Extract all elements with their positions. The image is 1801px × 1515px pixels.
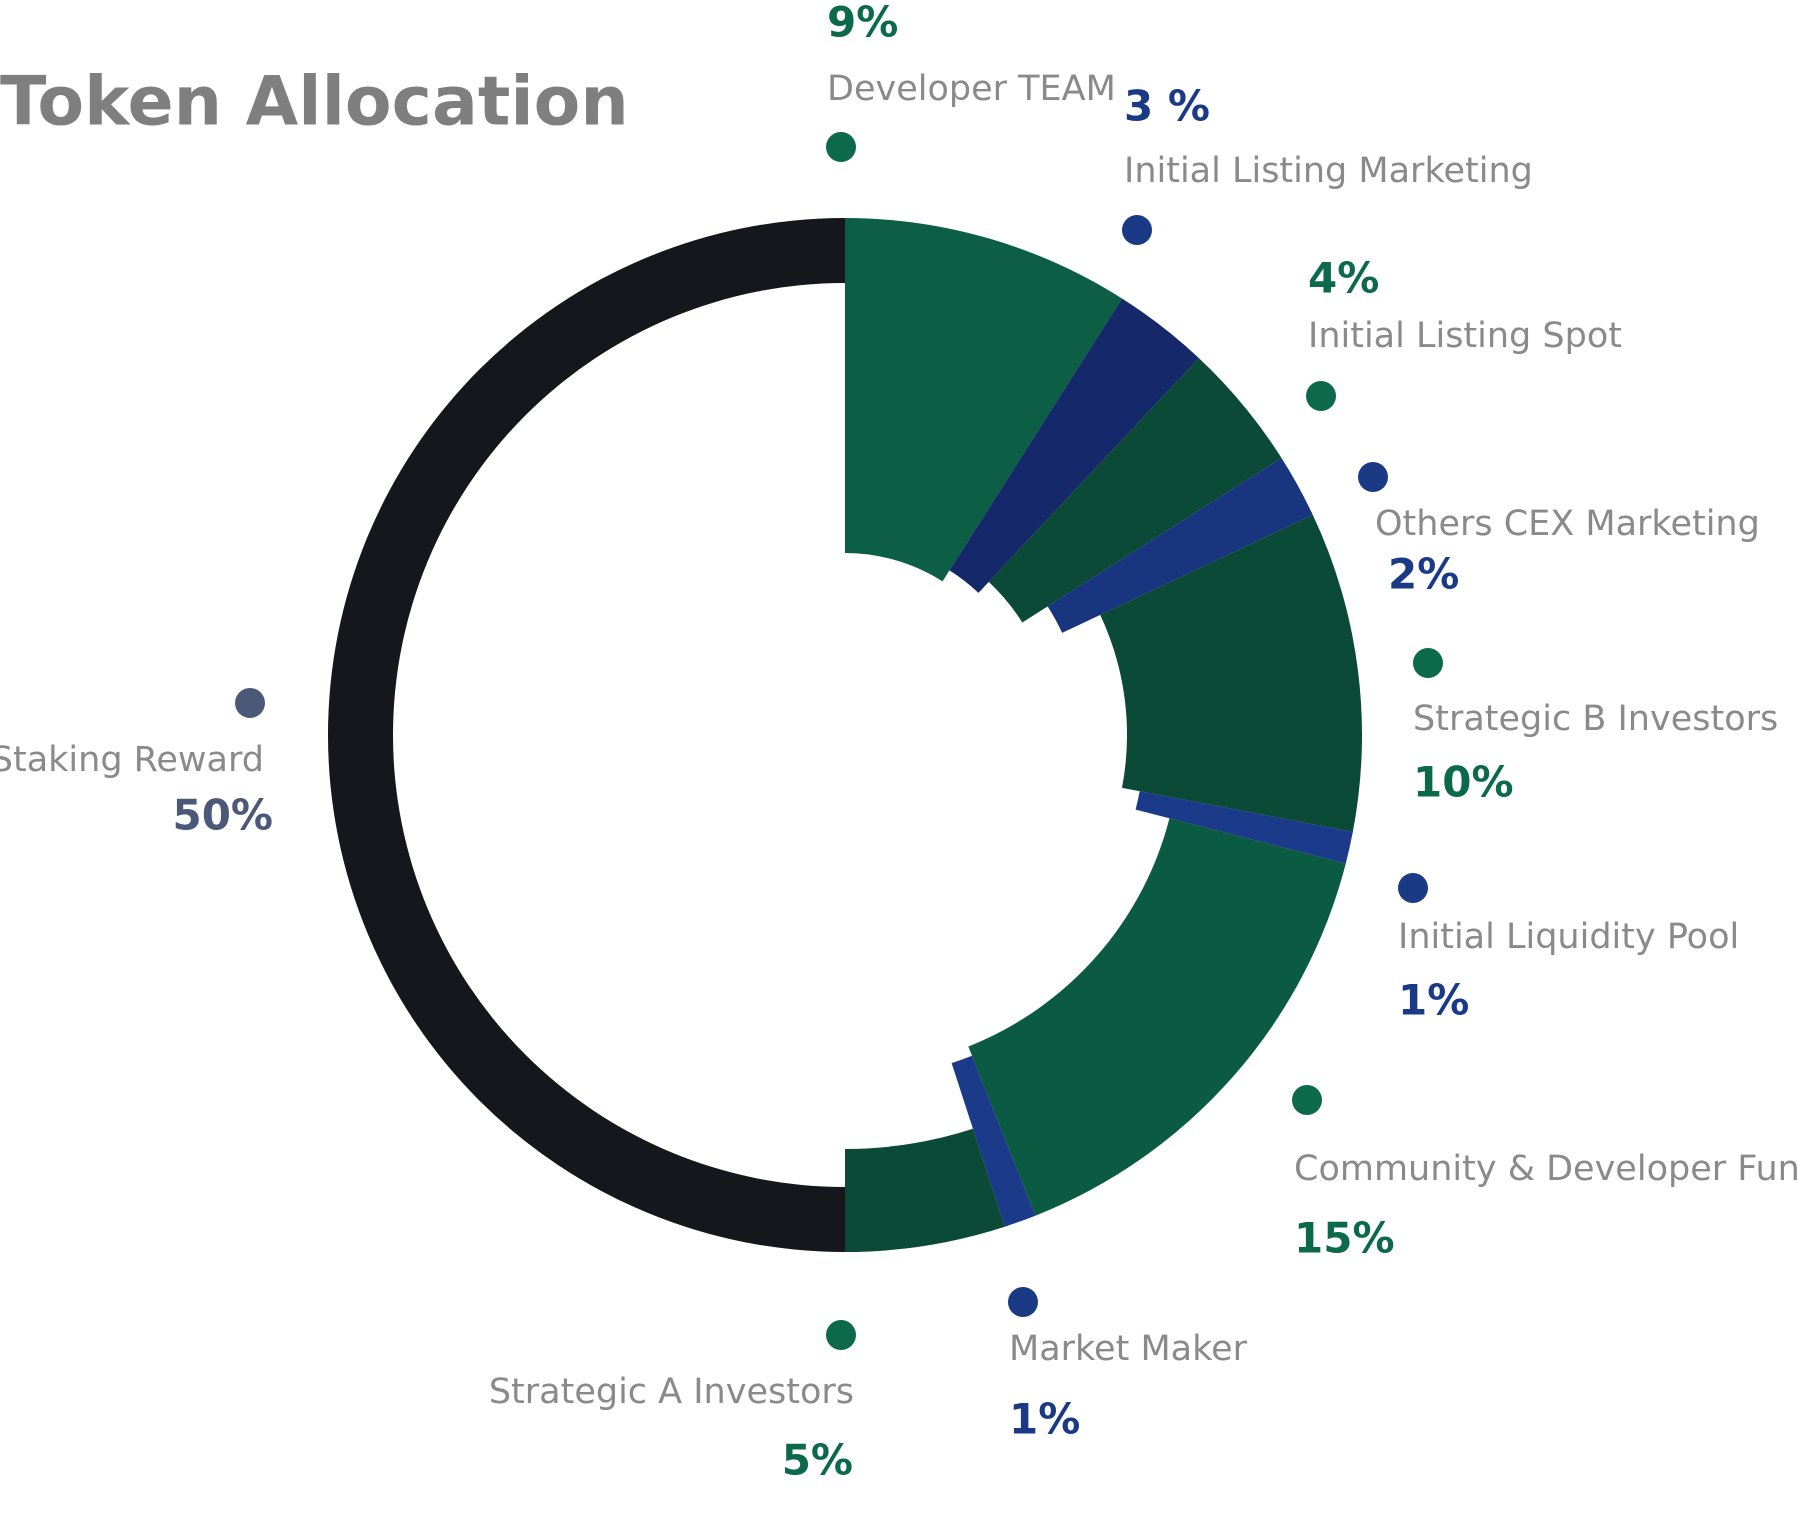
legend-dot — [1413, 648, 1443, 678]
segment-value-label: 3 % — [1124, 82, 1210, 131]
chart-title: Token Allocation — [0, 63, 629, 142]
legend-dot — [1398, 873, 1428, 903]
segment-name: Market Maker — [1009, 1329, 1248, 1369]
segment — [968, 818, 1346, 1216]
segment — [988, 358, 1282, 623]
legend-dot — [1008, 1287, 1038, 1317]
segment — [1135, 791, 1353, 864]
legend-dot — [1292, 1085, 1322, 1115]
segment-value-label: 10% — [1413, 758, 1514, 807]
segment-value-label: 9% — [827, 0, 898, 47]
segment-name: Initial Listing Spot — [1308, 316, 1622, 356]
segment — [845, 1128, 1005, 1252]
legend-dot — [1122, 215, 1152, 245]
segment — [328, 218, 845, 1252]
segment-value-label: 50% — [172, 791, 273, 840]
segment — [1047, 457, 1313, 633]
segment-name: Others CEX Marketing — [1375, 504, 1760, 544]
segment-name: Developer TEAM — [827, 69, 1116, 109]
segment — [951, 1055, 1036, 1227]
segment-name: Strategic B Investors — [1413, 699, 1778, 739]
segment-name: Initial Listing Marketing — [1124, 151, 1533, 191]
legend-dot — [826, 1320, 856, 1350]
segment-value-label: 4% — [1308, 254, 1379, 303]
segment-value-label: 15% — [1294, 1214, 1395, 1263]
segment — [949, 298, 1199, 593]
segment-name: Community & Developer Fund — [1294, 1149, 1801, 1189]
segment — [845, 218, 1123, 582]
segment — [1100, 514, 1363, 832]
segment-value-label: 1% — [1009, 1395, 1080, 1444]
legend-dot — [235, 688, 265, 718]
legend-dot — [826, 132, 856, 162]
legend-dot — [1306, 381, 1336, 411]
segment-value-label: 2% — [1388, 550, 1459, 599]
segment-name: Initial Liquidity Pool — [1398, 917, 1739, 957]
segment-name: Staking Reward — [0, 740, 264, 780]
segment-name: Strategic A Investors — [489, 1372, 854, 1412]
legend-dot — [1358, 462, 1388, 492]
segment-value-label: 1% — [1398, 976, 1469, 1025]
segment-value-label: 5% — [782, 1436, 853, 1485]
